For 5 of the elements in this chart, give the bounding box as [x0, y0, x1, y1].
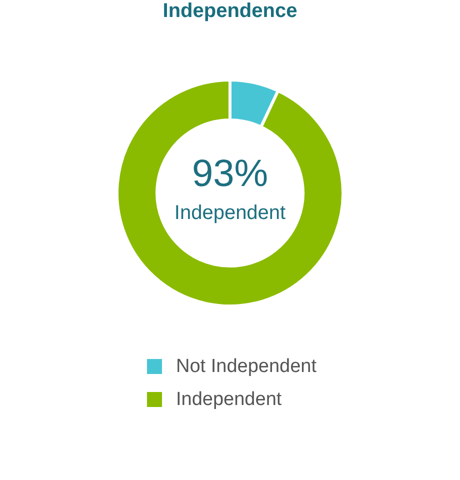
chart-title: Independence	[162, 0, 298, 22]
legend-label: Independent	[176, 389, 282, 410]
text: 93%	[192, 153, 268, 195]
legend-label: Not Independent	[176, 356, 318, 377]
text: Independent	[174, 202, 286, 224]
